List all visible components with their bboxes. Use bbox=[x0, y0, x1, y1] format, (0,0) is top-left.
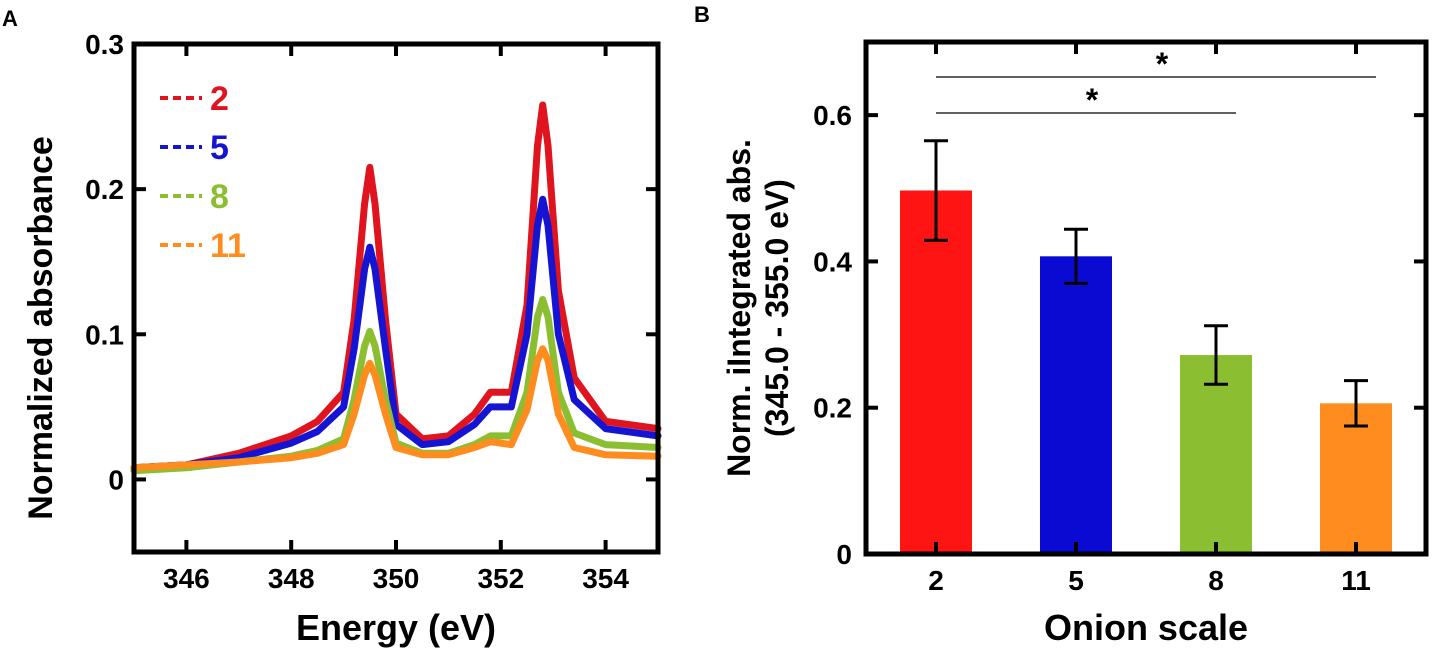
legend-label-8: 8 bbox=[210, 178, 229, 216]
legend-label-11: 11 bbox=[210, 227, 246, 265]
bar-8 bbox=[1180, 355, 1252, 554]
x-tick-label: 11 bbox=[1341, 565, 1371, 596]
y-tick-label: 0.2 bbox=[813, 393, 852, 424]
error-bar-5 bbox=[1064, 227, 1088, 285]
x-tick-label: 346 bbox=[163, 563, 210, 594]
panel-a-y-ticks: 0 0.1 0.2 0.3 bbox=[85, 29, 658, 495]
bar-2 bbox=[900, 190, 972, 555]
spectrum-line-11 bbox=[130, 345, 662, 472]
x-tick-label: 354 bbox=[582, 563, 629, 594]
y-tick-label: 0 bbox=[836, 539, 852, 570]
panel-b-y-ticks: 0 0.2 0.4 0.6 bbox=[813, 100, 1426, 570]
significance-star: * bbox=[1156, 46, 1169, 82]
panel-b-bars-group bbox=[900, 139, 1392, 555]
bar-11 bbox=[1320, 403, 1392, 554]
panel-b-x-axis-label: Onion scale bbox=[1044, 607, 1248, 648]
error-bar-11 bbox=[1344, 379, 1368, 428]
panel-b: B 00.20.40.6 2 5 8 11 ** Onion scale Norm. … bbox=[694, 2, 1429, 648]
panel-a-x-axis-label: Energy (eV) bbox=[296, 607, 496, 648]
significance-star: * bbox=[1086, 82, 1099, 118]
bar-5 bbox=[1040, 256, 1112, 554]
panel-b-y-axis-label-line2: (345.0 - 355.0 eV) bbox=[759, 179, 795, 437]
x-tick-label: 350 bbox=[373, 563, 420, 594]
panel-b-plot-frame bbox=[863, 39, 1429, 557]
spectrum-line-2 bbox=[130, 101, 662, 472]
panel-a-series-group bbox=[130, 101, 662, 475]
panel-b-x-ticks: 2 5 8 11 bbox=[928, 42, 1371, 596]
panel-a-x-ticks: 346 348 350 352 354 bbox=[163, 44, 629, 594]
panel-b-label: B bbox=[694, 2, 710, 27]
error-bar-8 bbox=[1204, 324, 1228, 386]
panel-b-significance: ** bbox=[936, 46, 1376, 118]
y-tick-label: 0.6 bbox=[813, 100, 852, 131]
panel-a-legend: 2 5 8 11 bbox=[160, 80, 246, 265]
error-bar-2 bbox=[924, 139, 948, 242]
y-tick-label: 0.2 bbox=[85, 174, 124, 205]
panel-b-y-axis-label-line1: Norm. iIntegrated abs. bbox=[721, 139, 757, 477]
x-tick-label: 352 bbox=[477, 563, 524, 594]
x-tick-label: 5 bbox=[1068, 565, 1084, 596]
panel-a: A 0 0.1 0.2 0.3 346 348 350 352 354 2 5 8 11 Energ… bbox=[2, 6, 662, 648]
y-tick-label: 0.1 bbox=[85, 319, 124, 350]
y-tick-label: 0.4 bbox=[813, 246, 852, 277]
spectrum-line-5 bbox=[130, 195, 662, 472]
x-tick-label: 348 bbox=[268, 563, 315, 594]
panel-a-y-axis-label: Normalized absorbance bbox=[22, 136, 60, 520]
y-tick-label: 0 bbox=[108, 464, 124, 495]
panel-a-plot-frame bbox=[131, 41, 661, 555]
legend-label-2: 2 bbox=[210, 80, 229, 118]
legend-label-5: 5 bbox=[210, 129, 229, 167]
y-tick-label: 0.3 bbox=[85, 29, 124, 60]
x-tick-label: 8 bbox=[1208, 565, 1224, 596]
panel-a-label: A bbox=[2, 6, 18, 31]
x-tick-label: 2 bbox=[928, 565, 944, 596]
